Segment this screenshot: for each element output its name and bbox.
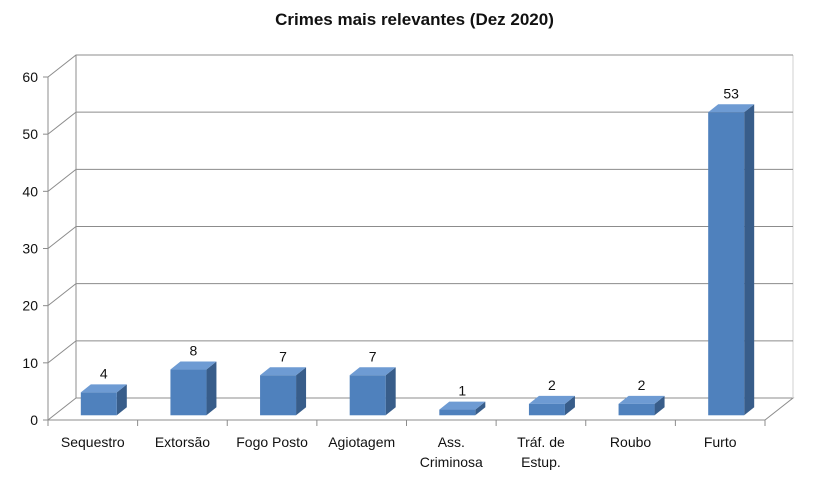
bar-top-1 xyxy=(170,361,217,370)
bar-front-7 xyxy=(708,112,745,416)
bar-top-3 xyxy=(349,367,396,376)
bar-5 xyxy=(528,395,575,416)
bar-3 xyxy=(349,367,396,416)
y-tick-label-20: 20 xyxy=(22,298,38,314)
bar-top-6 xyxy=(618,395,665,404)
bar-front-0 xyxy=(80,392,117,416)
bar-side-4 xyxy=(475,401,486,416)
y-tick-label-30: 30 xyxy=(22,241,38,257)
bar-front-3 xyxy=(349,375,386,416)
data-label-7: 53 xyxy=(723,85,739,101)
bar-top-2 xyxy=(260,367,307,376)
bar-front-2 xyxy=(260,375,297,416)
bar-side-6 xyxy=(654,395,665,416)
bar-top-0 xyxy=(80,384,127,393)
data-label-2: 7 xyxy=(279,348,287,364)
x-tick-label-3: Agiotagem xyxy=(328,434,395,450)
data-label-4: 1 xyxy=(458,383,466,399)
x-tick-label-2: Fogo Posto xyxy=(236,434,308,450)
x-tick-label-0: Sequestro xyxy=(61,434,125,450)
y-tick-label-60: 60 xyxy=(22,69,38,85)
y-tick-label-10: 10 xyxy=(22,355,38,371)
gridline-50 xyxy=(47,111,793,135)
x-tick-label-5-line-1: Estup. xyxy=(521,454,561,470)
bar-side-2 xyxy=(296,367,307,416)
data-label-1: 8 xyxy=(190,343,198,359)
data-label-3: 7 xyxy=(369,348,377,364)
x-tick-label-1: Extorsão xyxy=(155,434,210,450)
bar-side-1 xyxy=(206,361,217,416)
gridline-40 xyxy=(47,168,793,192)
bar-front-4 xyxy=(439,409,476,416)
x-tick-label-6: Roubo xyxy=(610,434,651,450)
bar-6 xyxy=(618,395,665,416)
bar-side-7 xyxy=(744,104,755,416)
bar-side-3 xyxy=(385,367,396,416)
bar-front-5 xyxy=(528,403,565,416)
gridline-20 xyxy=(47,283,793,307)
bar-1 xyxy=(170,361,217,416)
bar-4 xyxy=(439,401,486,416)
gridline-10 xyxy=(47,340,793,364)
bar-2 xyxy=(260,367,307,416)
bar-0 xyxy=(80,384,127,416)
bar-top-7 xyxy=(708,104,755,113)
bar-top-5 xyxy=(528,395,575,404)
y-tick-label-50: 50 xyxy=(22,126,38,142)
x-tick-label-4-line-0: Ass. xyxy=(438,434,465,450)
chart-floor xyxy=(46,397,795,421)
gridline-30 xyxy=(47,226,793,249)
bar-7 xyxy=(708,104,755,416)
y-tick-label-0: 0 xyxy=(30,412,38,428)
x-tick-label-7: Furto xyxy=(704,434,737,450)
y-tick-label-40: 40 xyxy=(22,183,38,199)
x-tick-label-4-line-1: Criminosa xyxy=(420,454,483,470)
bar-side-0 xyxy=(116,384,127,416)
chart-title: Crimes mais relevantes (Dez 2020) xyxy=(275,10,554,29)
gridline-60 xyxy=(47,54,793,78)
data-label-6: 2 xyxy=(638,377,646,393)
bar-side-5 xyxy=(564,395,575,416)
bar-front-6 xyxy=(618,403,655,416)
data-label-0: 4 xyxy=(100,365,108,381)
bar-front-1 xyxy=(170,369,207,416)
data-label-5: 2 xyxy=(548,377,556,393)
bar-top-4 xyxy=(439,401,486,410)
x-tick-label-5-line-0: Tráf. de xyxy=(517,434,565,450)
